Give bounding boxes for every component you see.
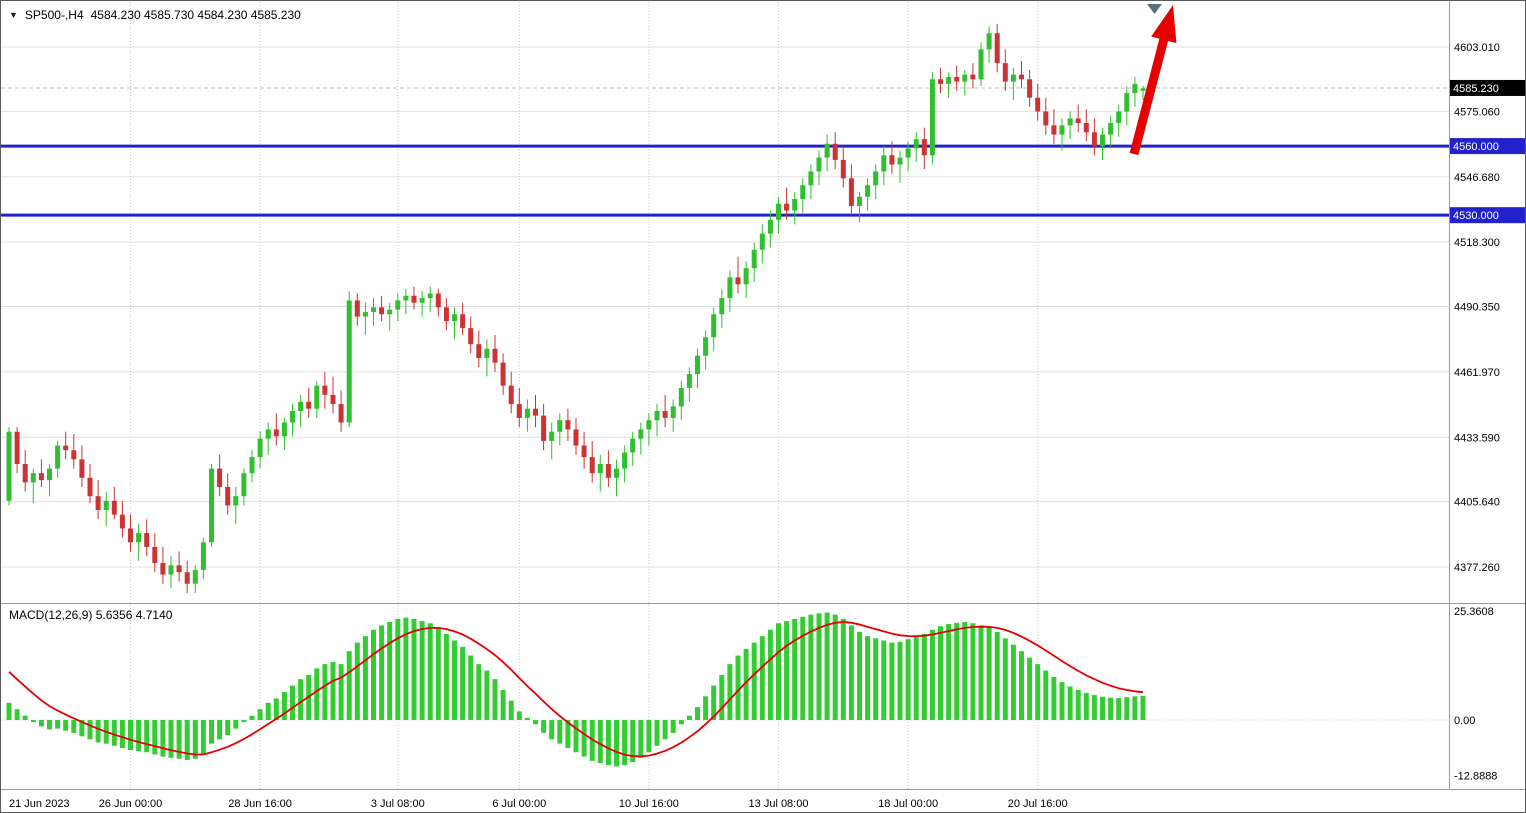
ohlc-values: 4584.230 4585.730 4584.230 4585.230 xyxy=(90,8,301,22)
macd-signal-line xyxy=(8,621,1144,758)
macd-axis-label: 25.3608 xyxy=(1454,606,1494,618)
time-axis[interactable]: 21 Jun 2023 26 Jun 00:00 28 Jun 16:00 3 Jul… xyxy=(9,798,1068,810)
macd-axis-label: -12.8888 xyxy=(1454,770,1497,782)
chart-ohlc-header: ▼ SP500-,H4 4584.230 4585.730 4584.230 4… xyxy=(9,8,301,22)
trend-arrow-shaft[interactable] xyxy=(1129,33,1170,156)
current-price-badge xyxy=(1450,79,1525,96)
hline-price-badge xyxy=(1450,138,1525,155)
horizontal-lines-layer xyxy=(1,144,1449,217)
macd-indicator-label: MACD(12,26,9) 5.6356 4.7140 xyxy=(9,608,173,622)
price-axis-label: 4377.260 xyxy=(1454,562,1500,574)
price-axis-label: 4603.010 xyxy=(1454,42,1500,54)
candles-layer xyxy=(6,23,1146,593)
time-axis-label: 26 Jun 00:00 xyxy=(99,798,163,810)
time-axis-label: 6 Jul 00:00 xyxy=(492,798,546,810)
symbol-timeframe: SP500-,H4 xyxy=(24,8,84,22)
time-axis-label: 18 Jul 00:00 xyxy=(878,798,938,810)
scroll-marker-icon[interactable] xyxy=(1147,4,1162,14)
price-axis-label: 4461.970 xyxy=(1454,367,1500,379)
time-axis-label: 20 Jul 16:00 xyxy=(1008,798,1068,810)
time-axis-label: 3 Jul 08:00 xyxy=(371,798,425,810)
price-axis-label: 4575.060 xyxy=(1454,106,1500,118)
symbol-dropdown-icon[interactable]: ▼ xyxy=(9,9,18,20)
current-price-badge-label: 4585.230 xyxy=(1453,83,1499,95)
time-axis-label: 28 Jun 16:00 xyxy=(228,798,292,810)
grid-layer xyxy=(1,2,1449,789)
hline-price-badge-label: 4530.000 xyxy=(1453,210,1499,222)
time-axis-label: 10 Jul 16:00 xyxy=(619,798,679,810)
price-axis-label: 4546.680 xyxy=(1454,172,1500,184)
price-axis-label: 4490.350 xyxy=(1454,302,1500,314)
price-axis-label: 4518.300 xyxy=(1454,237,1500,249)
time-axis-label: 21 Jun 2023 xyxy=(9,798,70,810)
macd-axis-label: 0.00 xyxy=(1454,715,1475,727)
hline-price-badge xyxy=(1450,207,1525,224)
price-axis-label: 4433.590 xyxy=(1454,432,1500,444)
hline-price-badge-label: 4560.000 xyxy=(1453,141,1499,153)
time-axis-label: 13 Jul 08:00 xyxy=(749,798,809,810)
trend-arrow-head[interactable] xyxy=(1151,5,1177,44)
macd-histogram xyxy=(6,612,1146,767)
price-axis-label: 4405.640 xyxy=(1454,497,1500,509)
price-axis[interactable]: 4603.010 4575.060 4546.680 4518.300 4490.350… xyxy=(1450,42,1526,782)
